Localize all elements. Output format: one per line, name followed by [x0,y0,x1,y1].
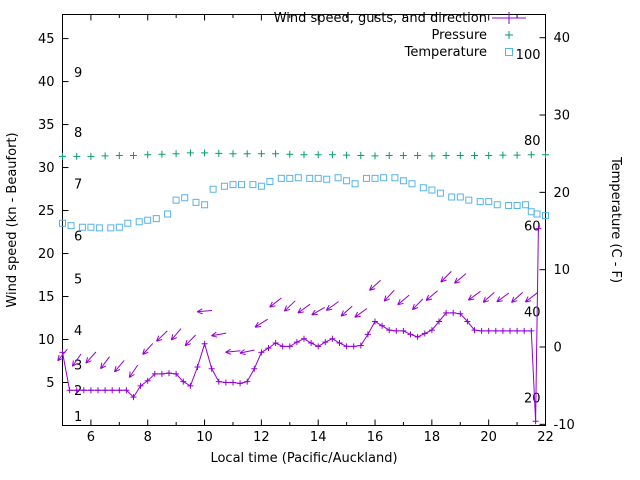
y-right-tick-label: 10 [554,263,571,278]
legend: Wind speed, gusts, and direction Pressur… [274,11,526,60]
x-tick-label: 12 [253,430,270,445]
legend-label-pressure: Pressure [431,28,487,43]
x-tick-label: 8 [144,430,152,445]
beaufort-label: 6 [74,229,82,244]
y-right-ticks [539,37,546,425]
legend-sample-pressure [505,31,513,39]
x-tick-label: 16 [367,430,384,445]
y-right-tick-label: 20 [554,186,571,201]
beaufort-label: 9 [74,66,82,81]
y-left-tick-label: 10 [38,333,55,348]
y-right-tick-labels: -10 0 10 20 30 40 [554,31,575,433]
fahrenheit-scale-labels: 20 40 60 80 100 [516,48,541,407]
x-tick-label: 10 [196,430,213,445]
legend-label-wind: Wind speed, gusts, and direction [274,11,487,26]
x-tick-label: 20 [480,430,497,445]
y-left-tick-label: 30 [38,161,55,176]
x-tick-label: 22 [537,430,554,445]
beaufort-label: 8 [74,126,82,141]
y-left-tick-label: 20 [38,247,55,262]
fahrenheit-label: 80 [524,134,541,149]
temperature-series [59,174,549,232]
y-left-ticks [62,38,69,384]
wind-speed-markers [59,225,542,425]
x-tick-label: 18 [424,430,441,445]
y-left-tick-label: 5 [46,376,54,391]
beaufort-label: 7 [74,178,82,193]
legend-samples [492,12,526,56]
x-axis-title: Local time (Pacific/Auckland) [210,451,397,466]
fahrenheit-label: 60 [524,220,541,235]
y-left-axis-title: Wind speed (kn - Beaufort) [5,132,20,307]
beaufort-label: 5 [74,272,82,287]
legend-label-temperature: Temperature [404,45,487,60]
x-axis-tick-labels: 6 8 10 12 14 16 18 20 22 [87,430,554,445]
y-right-tick-label: 30 [554,109,571,124]
fahrenheit-label: 40 [524,306,541,321]
legend-sample-wind [492,12,526,24]
x-tick-label: 14 [310,430,327,445]
beaufort-label: 1 [74,410,82,425]
y-left-tick-label: 45 [38,32,55,47]
y-left-tick-label: 15 [38,290,55,305]
x-tick-label: 6 [87,430,95,445]
y-right-axis-title: Temperature (C - F) [608,156,623,283]
fahrenheit-label: 100 [516,48,541,63]
y-right-tick-label: 40 [554,31,571,46]
y-right-tick-label: -10 [554,418,575,433]
y-left-tick-labels: 5 10 15 20 25 30 35 40 45 [38,32,55,391]
beaufort-label: 2 [74,384,82,399]
wind-direction-arrows [57,271,538,378]
beaufort-scale-labels: 1 2 3 4 5 6 7 8 9 [74,66,82,425]
fahrenheit-label: 20 [524,392,541,407]
legend-sample-temperature [505,48,513,56]
y-right-tick-label: 0 [554,341,562,356]
beaufort-label: 4 [74,324,82,339]
pressure-series [59,149,549,160]
y-left-tick-label: 25 [38,204,55,219]
y-left-tick-label: 35 [38,118,55,133]
beaufort-label: 3 [74,358,82,373]
y-left-tick-label: 40 [38,75,55,90]
plot-area: 6 8 10 12 14 16 18 20 2251015202530354045-100102… [38,14,575,445]
